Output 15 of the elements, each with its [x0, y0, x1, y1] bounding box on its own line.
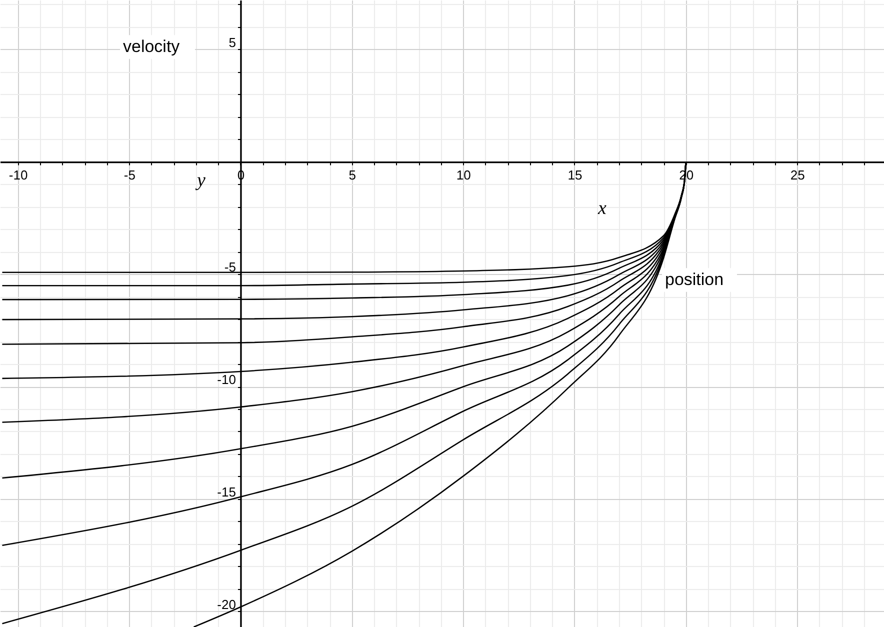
- annotation: position: [665, 270, 724, 289]
- y-tick-label: -15: [217, 484, 236, 500]
- y-tick-label: -20: [217, 596, 236, 612]
- x-tick-label: -10: [8, 167, 28, 182]
- y-tick-label: -5: [224, 260, 236, 275]
- y-axis-title: y: [195, 170, 206, 191]
- y-tick-label: -10: [217, 372, 236, 388]
- x-tick-label: 5: [348, 167, 356, 182]
- x-tick-label: 10: [456, 167, 471, 182]
- x-tick-label: 25: [790, 167, 805, 182]
- x-axis-title: x: [597, 198, 607, 219]
- y-tick-label: 5: [228, 34, 236, 50]
- x-tick-label: 15: [568, 167, 582, 182]
- annotation: velocity: [123, 37, 180, 56]
- x-tick-label: -5: [124, 167, 136, 182]
